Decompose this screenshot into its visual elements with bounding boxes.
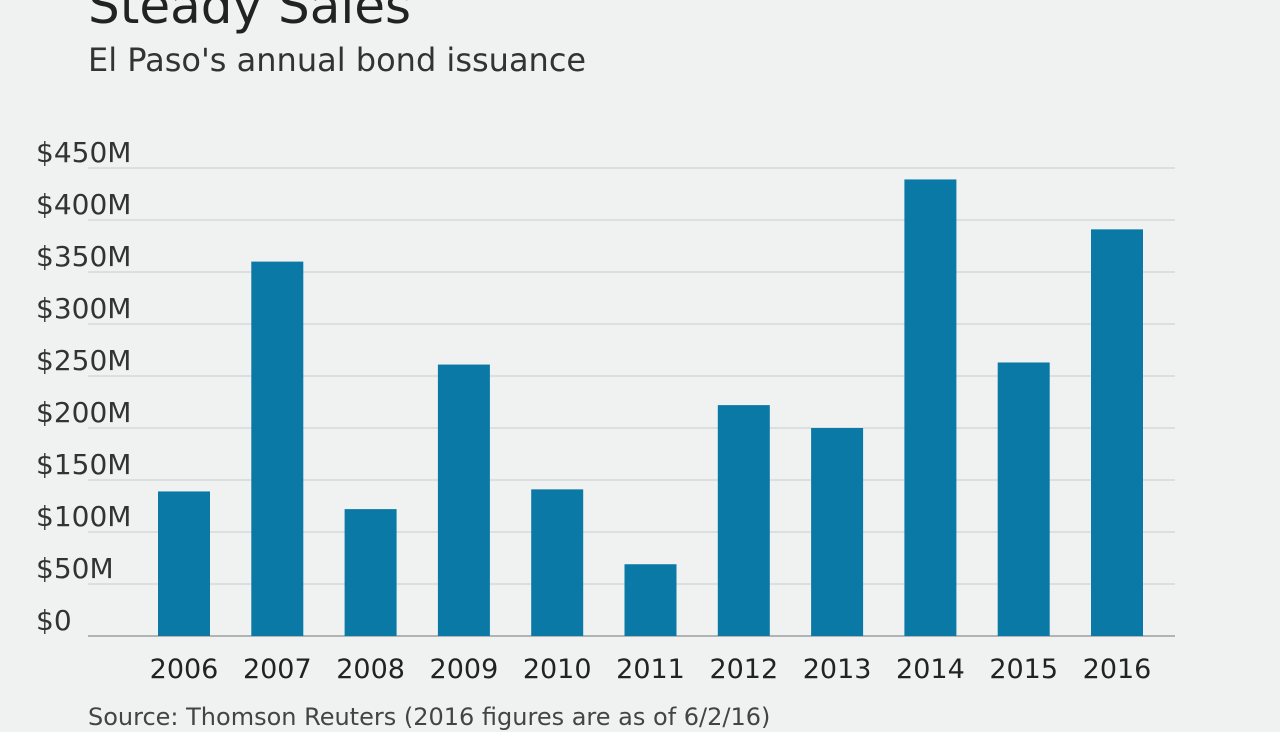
x-tick-label: 2013 [803,654,872,685]
y-axis-labels: $0 $50M $100M $150M $200M $250M $300M $350M $400… [36,136,131,637]
bar-2006 [158,491,210,636]
x-tick-label: 2008 [336,654,405,685]
bar-2009 [437,364,490,636]
bar-2016 [1091,229,1143,637]
chart-subtitle: El Paso's annual bond issuance [88,41,587,79]
bar-2015 [997,362,1050,636]
x-tick-label: 2006 [150,654,219,685]
y-tick-label: $350M [36,240,131,273]
source-note: Source: Thomson Reuters (2016 figures ar… [88,703,771,731]
x-tick-label: 2010 [523,654,592,685]
x-tick-label: 2011 [616,654,685,685]
bar-2014 [904,179,957,636]
bars [158,179,1143,637]
y-tick-label: $100M [36,500,131,533]
x-axis-labels: 2006 2007 2008 2009 2010 2011 2012 2013 2014 2015… [150,654,1152,685]
y-tick-label: $250M [36,344,131,377]
y-tick-label: $0 [36,604,72,637]
bar-2007 [251,261,304,636]
bar-2012 [717,405,770,636]
x-tick-label: 2012 [709,654,778,685]
y-tick-label: $50M [36,552,114,585]
x-tick-label: 2015 [989,654,1058,685]
y-tick-label: $400M [36,188,131,221]
x-tick-label: 2009 [430,654,499,685]
y-tick-label: $300M [36,292,131,325]
x-tick-label: 2007 [243,654,312,685]
y-tick-label: $150M [36,448,131,481]
x-tick-label: 2016 [1083,654,1152,685]
bar-2008 [344,509,397,636]
y-tick-label: $200M [36,396,131,429]
bar-2010 [531,489,584,636]
bar-2011 [624,564,677,636]
x-tick-label: 2014 [896,654,965,685]
y-tick-label: $450M [36,136,131,169]
chart-title: Steady Sales [88,0,412,35]
bar-2013 [811,428,864,636]
